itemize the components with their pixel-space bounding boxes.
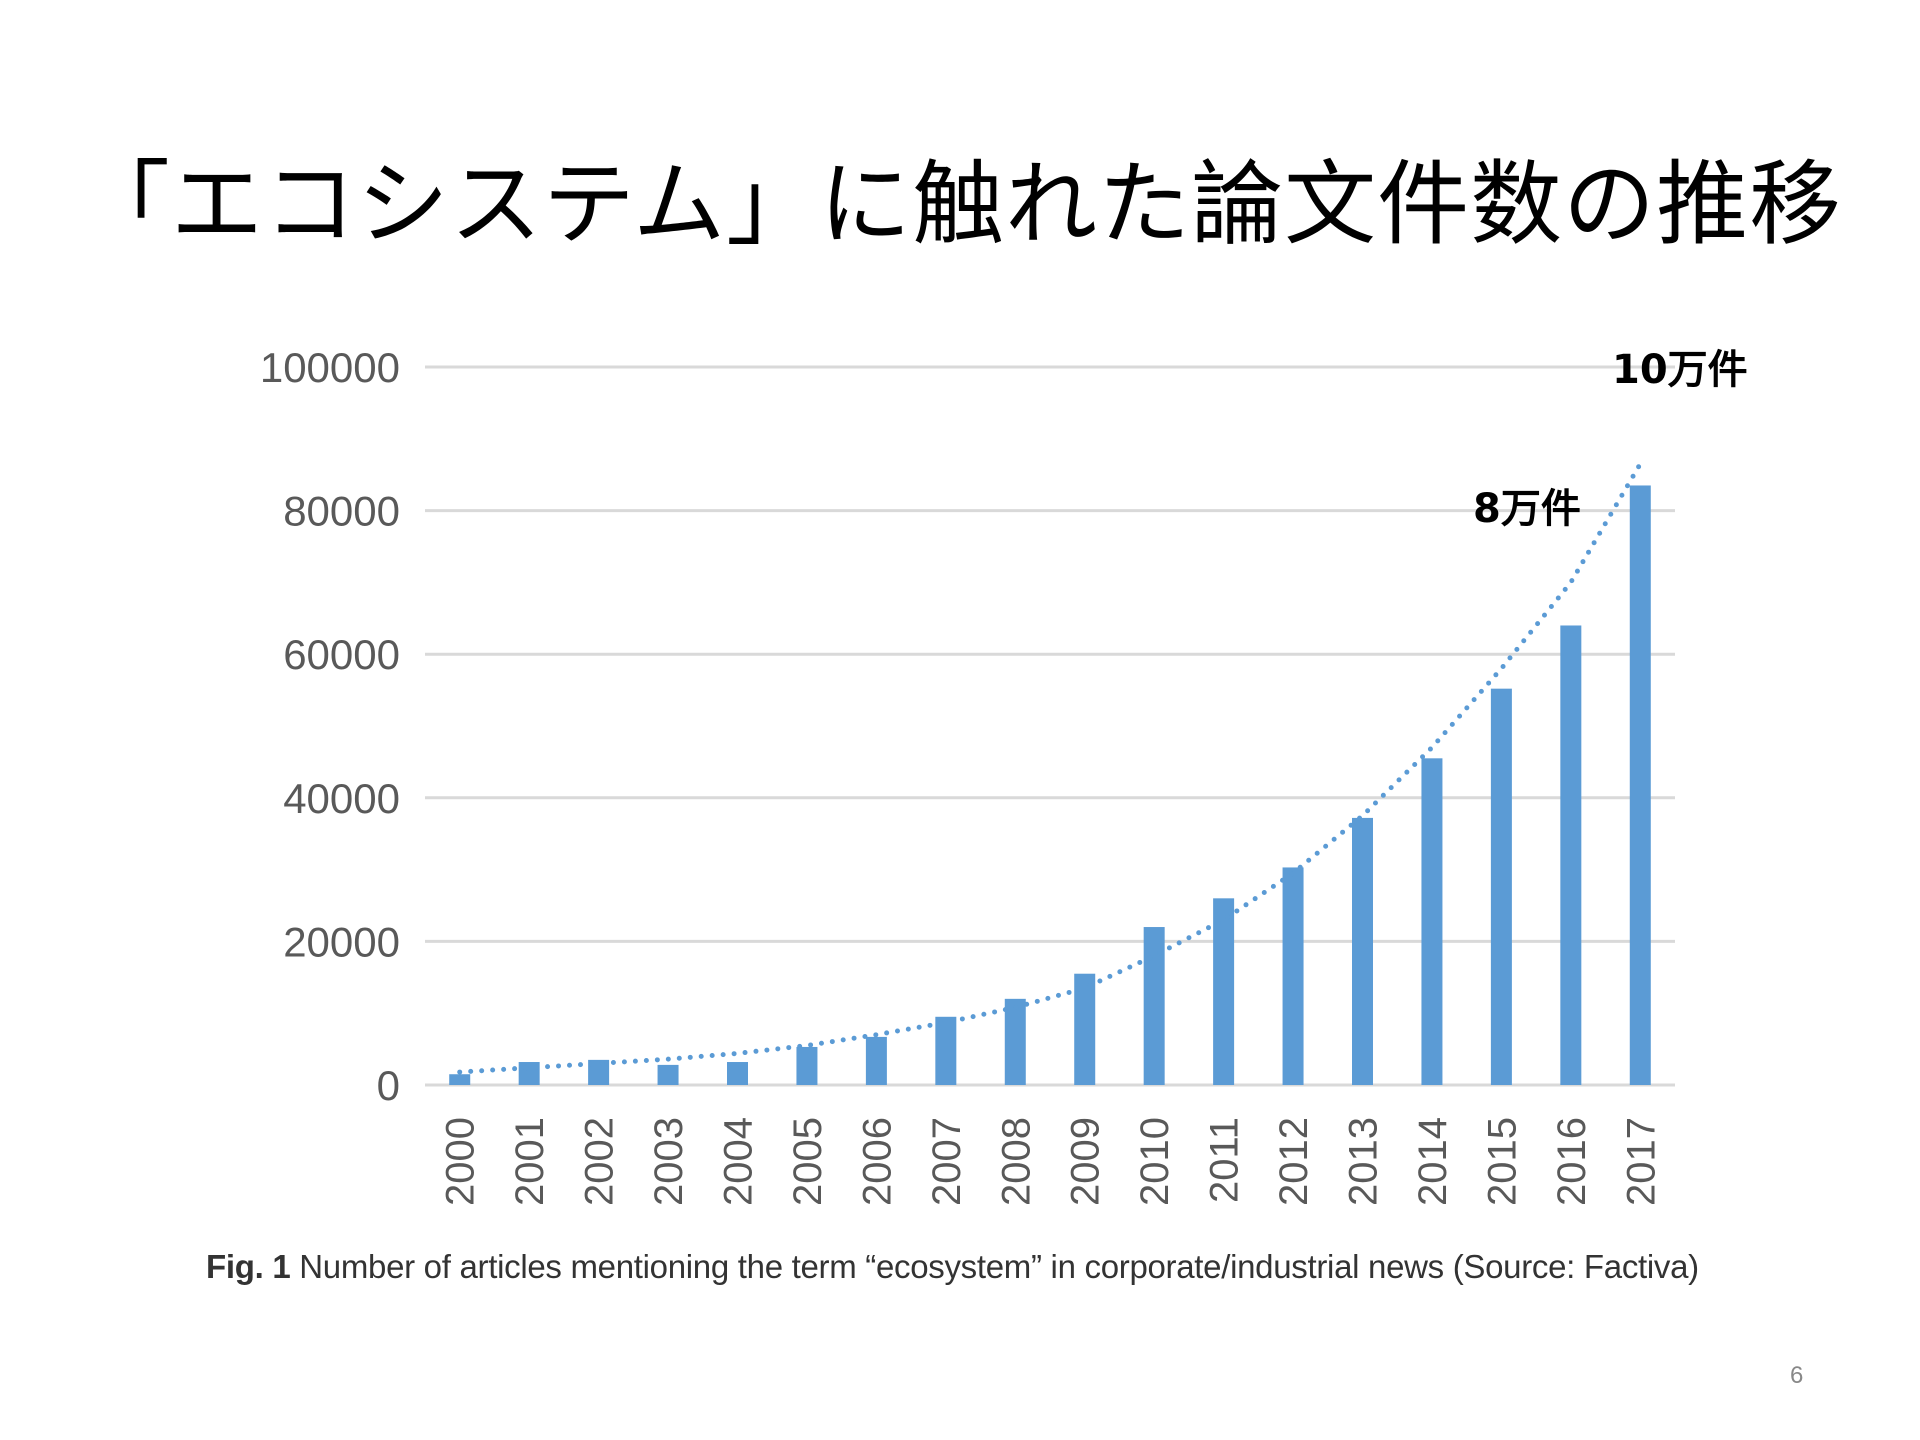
- x-tick-label: 2015: [1480, 1117, 1524, 1206]
- y-tick-label: 100000: [260, 344, 400, 391]
- y-tick-label: 0: [377, 1062, 400, 1109]
- bar-2014: [1421, 758, 1443, 1085]
- x-tick-label: 2006: [855, 1117, 899, 1206]
- bar-2008: [1004, 998, 1026, 1085]
- bar-2006: [865, 1036, 887, 1085]
- bar-2016: [1560, 625, 1582, 1085]
- bar-2002: [588, 1059, 610, 1085]
- y-tick-label: 60000: [283, 631, 400, 678]
- caption-text: Number of articles mentioning the term “…: [290, 1248, 1699, 1285]
- bar-2012: [1282, 867, 1304, 1085]
- slide-title: 「エコシステム」に触れた論文件数の推移: [77, 151, 1843, 258]
- x-tick-label: 2016: [1550, 1117, 1594, 1206]
- bar-2010: [1143, 927, 1165, 1085]
- page-number: 6: [1790, 1362, 1804, 1389]
- y-axis-ticks: 0 20000 40000 60000 80000 100000: [260, 344, 400, 1109]
- x-tick-label: 2002: [578, 1117, 622, 1206]
- gridlines: [425, 365, 1675, 1087]
- x-tick-label: 2014: [1411, 1117, 1455, 1206]
- x-tick-label: 2003: [647, 1117, 691, 1206]
- x-tick-label: 2017: [1619, 1117, 1663, 1206]
- x-tick-label: 2009: [1064, 1117, 1108, 1206]
- x-tick-label: 2008: [994, 1117, 1038, 1206]
- x-tick-label: 2007: [925, 1117, 969, 1206]
- trendline: [457, 461, 1643, 1075]
- x-tick-label: 2005: [786, 1117, 830, 1206]
- x-axis-ticks: 2000 2001 2002 2003 2004 2005 2006 2007 2008 2009…: [439, 1117, 1664, 1206]
- bar-2000: [449, 1074, 471, 1085]
- x-tick-label: 2012: [1272, 1117, 1316, 1206]
- y-tick-label: 80000: [283, 488, 400, 535]
- y-tick-label: 20000: [283, 918, 400, 965]
- x-tick-label: 2010: [1133, 1117, 1177, 1206]
- x-tick-label: 2004: [717, 1117, 761, 1206]
- y-tick-label: 40000: [283, 775, 400, 822]
- bar-2011: [1213, 898, 1235, 1085]
- annotation-10man: 10万件: [1612, 347, 1748, 393]
- bar-2007: [935, 1016, 957, 1085]
- x-tick-label: 2001: [508, 1117, 552, 1206]
- bars: [449, 485, 1651, 1086]
- bar-2015: [1490, 688, 1512, 1085]
- bar-2013: [1352, 817, 1373, 1085]
- bar-2009: [1074, 973, 1096, 1085]
- bar-2017: [1629, 485, 1651, 1086]
- annotation-8man: 8万件: [1473, 486, 1581, 532]
- trendline-path: [457, 461, 1643, 1075]
- x-tick-label: 2013: [1342, 1117, 1386, 1206]
- caption-fig-label: Fig. 1: [206, 1248, 291, 1285]
- bar-2005: [796, 1046, 818, 1085]
- figure-caption: Fig. 1 Number of articles mentioning the…: [206, 1248, 1699, 1286]
- x-tick-label: 2011: [1203, 1117, 1247, 1203]
- x-tick-label: 2000: [439, 1117, 483, 1206]
- bar-2004: [727, 1062, 748, 1085]
- bar-2003: [657, 1064, 679, 1085]
